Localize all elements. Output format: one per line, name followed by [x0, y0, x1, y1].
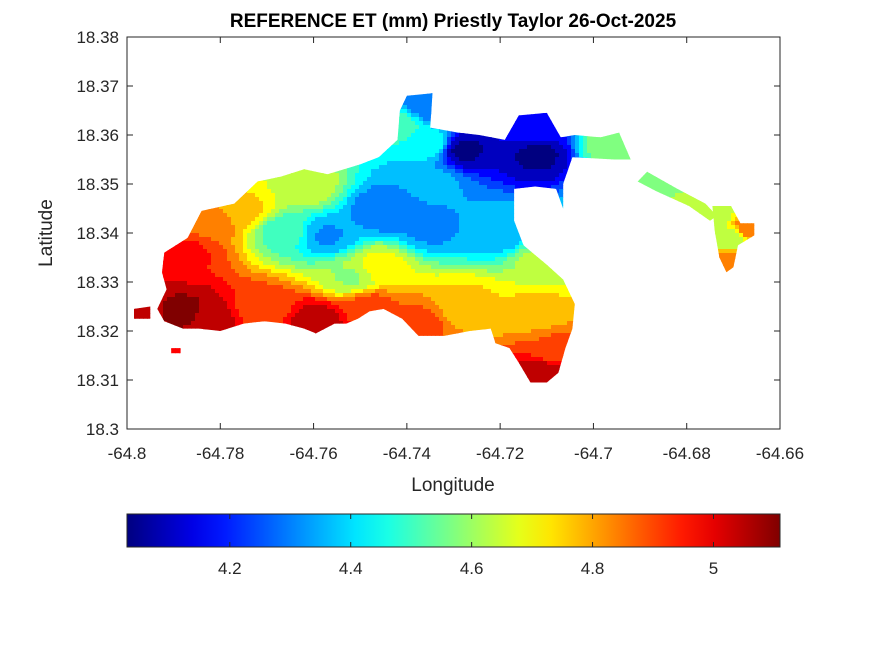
x-tick-label: -64.68	[663, 444, 711, 463]
x-tick-label: -64.72	[476, 444, 524, 463]
y-tick-label: 18.37	[76, 77, 119, 96]
x-tick-label: -64.76	[289, 444, 337, 463]
y-tick-label: 18.36	[76, 126, 119, 145]
y-tick-label: 18.34	[76, 224, 119, 243]
x-axis: -64.8 -64.78 -64.76 -64.74 -64.72 -64.7 -64.68…	[108, 37, 804, 463]
colorbar-tick-label: 4.6	[460, 559, 484, 578]
colorbar-tick-label: 4.2	[218, 559, 242, 578]
y-tick-label: 18.31	[76, 371, 119, 390]
y-tick-label: 18.35	[76, 175, 119, 194]
x-tick-label: -64.8	[108, 444, 147, 463]
y-axis: 18.3 18.31 18.32 18.33 18.34 18.35 18.36 18.37 1…	[76, 28, 780, 439]
y-tick-label: 18.38	[76, 28, 119, 47]
colorbar-frame	[126, 513, 781, 548]
y-tick-label: 18.33	[76, 273, 119, 292]
x-tick-label: -64.7	[574, 444, 613, 463]
x-axis-label: Longitude	[411, 475, 494, 496]
colorbar-tick-label: 4.8	[581, 559, 605, 578]
colorbar-ticks: 4.2 4.4 4.6 4.8 5	[218, 514, 718, 578]
x-tick-label: -64.78	[196, 444, 244, 463]
y-tick-label: 18.32	[76, 322, 119, 341]
colorbar-tick-label: 4.4	[339, 559, 363, 578]
y-tick-label: 18.3	[86, 420, 119, 439]
x-tick-label: -64.66	[756, 444, 804, 463]
colorbar-tick-label: 5	[709, 559, 718, 578]
y-axis-label: Latitude	[36, 199, 57, 267]
colorbar	[127, 514, 780, 547]
x-tick-label: -64.74	[383, 444, 431, 463]
chart-title: REFERENCE ET (mm) Priestly Taylor 26-Oct…	[230, 11, 677, 32]
